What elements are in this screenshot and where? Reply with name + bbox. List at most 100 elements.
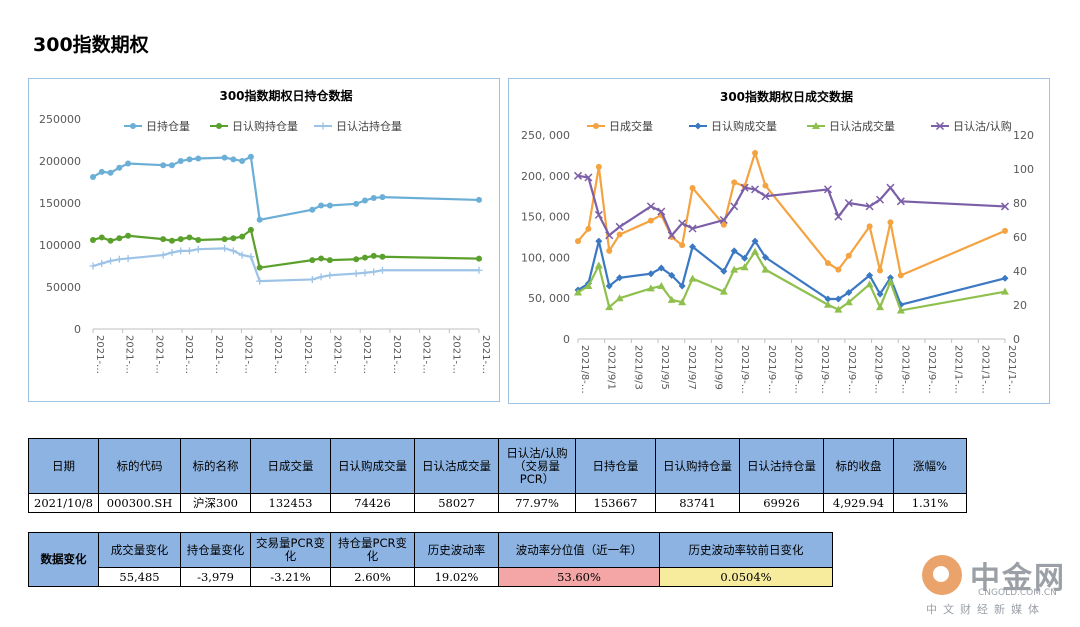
data-point: [740, 263, 749, 271]
cell-close: 4,929.94: [823, 493, 894, 513]
legend-marker: [593, 123, 599, 129]
legend-marker: [130, 123, 136, 129]
watermark-subtitle: 中文财经新媒体: [926, 603, 1045, 616]
data-point: [1001, 287, 1009, 295]
x-tick-label: 2021-…: [361, 335, 372, 374]
data-point: [239, 158, 246, 164]
change-table-header-row: 数据变化 成交量变化 持仓量变化 交易量PCR变化 持仓量PCR变化 历史波动率…: [28, 532, 833, 587]
y-tick-label: 250000: [39, 113, 81, 126]
y-tick-label: 150000: [39, 197, 81, 210]
data-point: [379, 194, 386, 201]
data-point: [845, 252, 852, 259]
data-point: [370, 252, 377, 259]
data-point: [107, 169, 114, 176]
data-point: [247, 253, 255, 261]
data-point: [230, 235, 237, 242]
x-tick-label: 2021/9-…: [873, 345, 884, 394]
y-tick-label: 250, 000: [521, 129, 570, 142]
series-line: [577, 238, 1006, 307]
data-point: [107, 257, 115, 265]
x-tick-label: 2021/9-…: [793, 345, 804, 394]
data-point: [221, 244, 229, 252]
data-point: [595, 163, 602, 170]
data-point: [719, 287, 728, 295]
header-date: 日期: [28, 438, 99, 494]
data-point: [752, 149, 759, 156]
data-point: [886, 183, 895, 192]
legend-marker: [935, 121, 945, 131]
x-tick-label: 2021-…: [153, 335, 164, 374]
data-point: [876, 303, 885, 311]
data-point: [194, 245, 202, 253]
data-point: [574, 288, 582, 296]
cell-put-volume: 58027: [414, 493, 499, 513]
y-tick-label: 200, 000: [521, 170, 570, 183]
data-point: [823, 300, 832, 308]
series-line: [577, 149, 1006, 277]
y2-tick-label: 80: [1013, 197, 1027, 210]
data-point: [835, 266, 842, 273]
data-point: [616, 231, 623, 238]
x-tick-label: 2021/9/9: [712, 345, 723, 390]
x-tick-label: 2021/1-…: [979, 345, 990, 394]
y-tick-label: 50, 000: [528, 292, 570, 305]
data-point: [177, 236, 184, 243]
x-tick-label: 2021/9-…: [739, 345, 750, 394]
cell-change: 1.31%: [893, 493, 967, 513]
data-point: [823, 185, 832, 194]
data-point: [865, 280, 874, 288]
data-point: [186, 234, 193, 241]
data-point: [668, 234, 675, 240]
data-point: [1002, 227, 1008, 234]
header-name: 标的名称: [180, 438, 251, 494]
header-call-volume: 日认购成交量: [330, 438, 415, 494]
data-point: [761, 192, 770, 201]
x-tick-label: 2021-…: [183, 335, 194, 374]
header-oi-change: 持仓量变化: [180, 532, 251, 568]
data-point: [186, 247, 193, 255]
data-point: [688, 274, 697, 282]
x-tick-label: 2021-…: [391, 335, 402, 374]
series-line: [577, 174, 1006, 238]
header-put-volume: 日认沽成交量: [414, 438, 499, 494]
data-point: [476, 196, 482, 203]
legend-label: 日认购持仓量: [232, 119, 298, 133]
cell-pcr: 77.97%: [498, 493, 576, 513]
data-point: [657, 264, 665, 272]
header-volume-change: 成交量变化: [98, 532, 181, 568]
data-point: [730, 265, 739, 273]
data-point: [353, 256, 360, 263]
header-close: 标的收盘: [823, 438, 894, 494]
data-point: [657, 281, 666, 289]
x-tick-label: 2021/9/1: [606, 345, 617, 390]
data-point: [761, 265, 770, 273]
data-point: [730, 247, 738, 255]
data-point: [667, 295, 676, 303]
data-point: [679, 242, 686, 249]
data-point: [98, 259, 106, 267]
data-point: [107, 237, 114, 244]
data-point: [605, 282, 613, 290]
cell-call-oi: 83741: [655, 493, 740, 513]
data-point: [731, 179, 738, 186]
data-point: [730, 202, 739, 211]
data-point: [370, 194, 377, 201]
x-tick-label: 2021/9-…: [899, 345, 910, 394]
data-point: [887, 219, 894, 226]
x-tick-label: 2021/9/3: [632, 345, 643, 390]
data-point: [668, 271, 676, 279]
cell-oi-change: -3,979: [180, 567, 251, 587]
cell-oi-pcr-change: 2.60%: [330, 567, 415, 587]
data-point: [186, 156, 193, 163]
data-point: [719, 215, 728, 225]
legend-marker: [319, 122, 327, 130]
header-oi-pcr-change: 持仓量PCR变化: [330, 532, 415, 568]
page-title: 300指数期权: [33, 34, 149, 56]
header-call-oi: 日认购持仓量: [655, 438, 740, 494]
data-point: [575, 238, 581, 245]
data-point: [256, 264, 263, 271]
data-point: [896, 197, 905, 206]
data-point: [115, 255, 123, 263]
data-point: [317, 273, 325, 281]
data-point: [238, 251, 246, 259]
